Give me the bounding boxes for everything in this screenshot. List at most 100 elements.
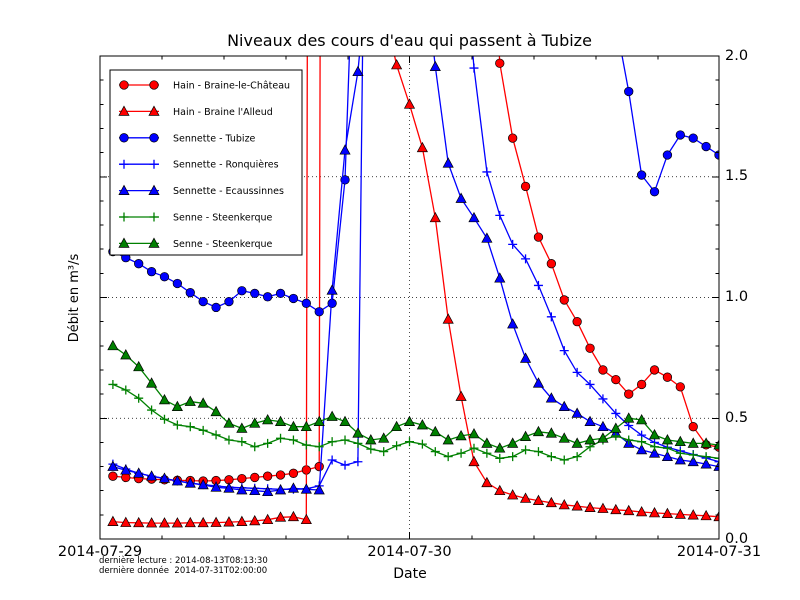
data-point-circle (598, 365, 608, 375)
data-point-triangle (158, 517, 171, 528)
data-point-triangle (171, 517, 183, 528)
data-point-triangle (313, 484, 325, 495)
y-tick-label: 0.0 (725, 530, 749, 547)
data-point-triangle (365, 434, 377, 445)
data-point-plus (495, 210, 505, 220)
data-point-plus (108, 379, 118, 389)
data-point-triangle (597, 432, 609, 443)
data-point-triangle (532, 494, 545, 505)
data-point-circle (262, 471, 273, 481)
legend-entry-hain-braine-l-alleud-triangle: Hain - Braine l'Alleud (118, 105, 273, 118)
data-point-plus (159, 414, 169, 424)
data-point-triangle (661, 434, 674, 445)
data-point-plus (263, 438, 273, 448)
data-point-triangle (326, 410, 338, 421)
legend-entry-sennette-ecaussinnes-triangle: Sennette - Ecaussinnes (118, 184, 284, 197)
data-point-triangle (300, 420, 312, 432)
data-point-plus (340, 435, 350, 445)
data-point-triangle (274, 415, 287, 426)
data-point-triangle (249, 417, 261, 428)
data-point-triangle (158, 393, 171, 405)
data-point-triangle (571, 437, 583, 448)
data-point-circle (134, 259, 144, 269)
data-point-plus (714, 453, 719, 463)
data-point-circle (675, 382, 685, 392)
data-point-triangle (120, 516, 132, 527)
data-point-triangle (184, 477, 196, 488)
data-point-triangle (236, 422, 248, 433)
series-hain-braine-l-alleud-triangle (107, 56, 719, 528)
data-point-triangle (558, 400, 570, 412)
data-point-plus (637, 437, 647, 447)
data-point-circle (688, 133, 698, 143)
data-point-triangle (262, 414, 274, 425)
data-point-plus (521, 254, 531, 264)
data-point-triangle (210, 481, 222, 492)
footnote-last-read: dernière lecture : 2014-08-13T08:13:30 (99, 556, 268, 566)
legend-entry-senne-steenkerque-plus: Senne - Steenkerque (119, 212, 272, 224)
y-tick-label: 2.0 (725, 47, 749, 64)
data-point-circle (237, 473, 247, 484)
data-point-plus (327, 437, 337, 447)
data-point-triangle (468, 211, 480, 223)
data-point-plus (288, 435, 298, 445)
data-point-circle (314, 461, 324, 472)
data-point-triangle (107, 515, 119, 526)
data-point-plus (469, 63, 479, 73)
y-tick-label: 1.0 (725, 289, 749, 305)
data-point-triangle (584, 501, 596, 512)
data-point-triangle (532, 377, 545, 388)
data-point-circle (288, 468, 299, 478)
data-point-triangle (455, 390, 467, 401)
data-point-circle (224, 296, 234, 307)
data-point-triangle (610, 503, 622, 515)
legend-label: Senne - Steenkerque (173, 213, 272, 224)
x-tick-label: 2014-07-29 (57, 544, 143, 560)
legend-label: Hain - Braine l'Alleud (173, 107, 273, 118)
data-point-plus (327, 455, 337, 465)
data-point-circle (172, 278, 183, 289)
legend-entry-hain-braine-le-ch-teau-circle: Hain - Braine-le-Château (119, 80, 290, 92)
data-point-triangle (262, 485, 274, 497)
data-point-triangle (545, 392, 557, 403)
data-point-circle (508, 133, 518, 143)
data-point-triangle (648, 428, 661, 440)
data-point-circle (262, 292, 273, 302)
data-point-triangle (391, 59, 403, 70)
data-point-circle (301, 298, 311, 308)
data-point-triangle (274, 511, 287, 522)
data-point-triangle (120, 349, 132, 360)
data-point-triangle (107, 460, 119, 471)
data-point-circle (612, 18, 621, 27)
data-point-triangle (158, 472, 171, 483)
data-point-circle (611, 374, 621, 385)
legend-label: Hain - Braine-le-Château (173, 81, 290, 92)
data-point-circle (636, 170, 647, 180)
data-point-triangle (197, 516, 209, 528)
data-point-plus (224, 435, 234, 445)
data-point-triangle (118, 237, 130, 248)
data-point-triangle (636, 443, 648, 455)
data-point-triangle (507, 489, 519, 500)
data-point-circle (662, 150, 673, 160)
data-point-triangle (571, 500, 583, 511)
data-point-triangle (442, 157, 454, 168)
data-point-plus (585, 379, 595, 389)
data-point-circle (250, 288, 260, 299)
data-point-triangle (597, 502, 609, 513)
data-point-triangle (352, 65, 364, 77)
data-point-plus (559, 346, 569, 356)
data-point-triangle (455, 192, 467, 203)
data-point-triangle (674, 454, 686, 465)
data-point-triangle (118, 105, 130, 116)
data-point-circle (688, 422, 698, 432)
data-point-circle (533, 232, 544, 242)
data-point-triangle (648, 506, 661, 518)
footnote-annotations: dernière lecture : 2014-08-13T08:13:30 d… (99, 556, 268, 576)
legend-label: Sennette - Ecaussinnes (173, 186, 284, 197)
data-point-triangle (133, 360, 145, 372)
data-point-plus (149, 212, 159, 222)
data-point-triangle (571, 407, 583, 418)
data-point-triangle (713, 510, 719, 522)
x-tick-label: 2014-07-31 (676, 544, 762, 560)
